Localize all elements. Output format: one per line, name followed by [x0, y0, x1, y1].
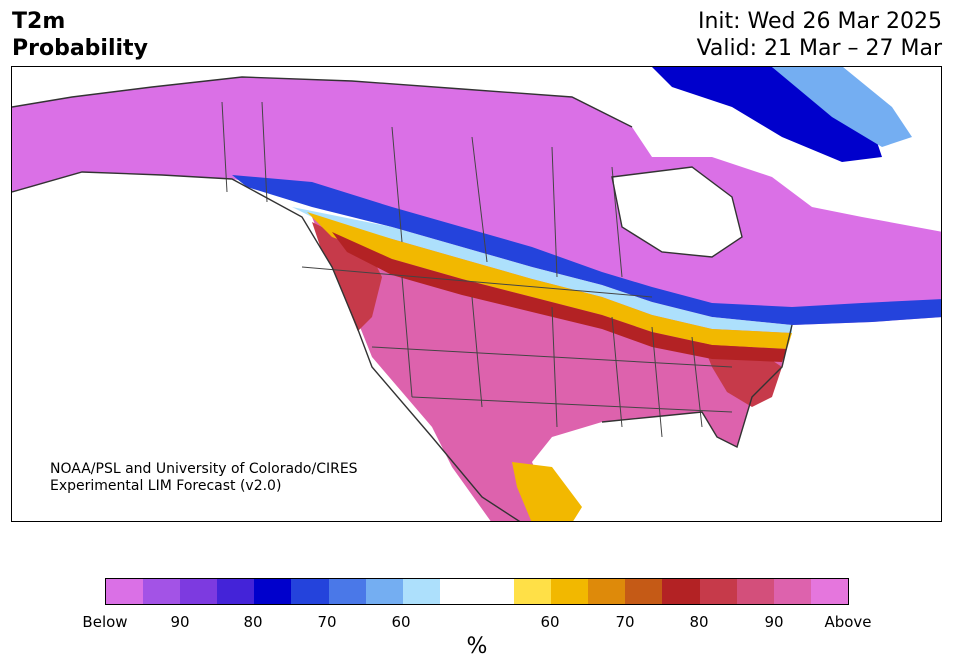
- init-date: Init: Wed 26 Mar 2025: [697, 9, 942, 34]
- colorbar-segment: [476, 579, 515, 604]
- colorbar-segment: [106, 579, 144, 604]
- colorbar-segment: [736, 579, 774, 604]
- ocean-gulf: [592, 427, 712, 507]
- colorbar-tick-label: 60: [540, 613, 560, 631]
- above-band-strong: [332, 232, 787, 362]
- land-north: [12, 77, 941, 325]
- title-variable: T2m: [12, 9, 66, 34]
- colorbar-tick-label: 80: [243, 613, 263, 631]
- colorbar-segment: [588, 579, 626, 604]
- colorbar-tick-label: 60: [391, 613, 411, 631]
- mexico-above: [512, 462, 582, 521]
- colorbar-tick-label: Below: [82, 613, 128, 631]
- colorbar-segment: [773, 579, 811, 604]
- colorbar-segment: [143, 579, 181, 604]
- colorbar-segment: [402, 579, 440, 604]
- ocean-pacific: [12, 207, 481, 521]
- credit-text: NOAA/PSL and University of Colorado/CIRE…: [50, 461, 358, 495]
- colorbar-segment: [254, 579, 292, 604]
- colorbar-segment: [662, 579, 700, 604]
- valid-range: Valid: 21 Mar – 27 Mar: [696, 36, 942, 61]
- below-band: [232, 175, 941, 325]
- colorbar-segment: [291, 579, 329, 604]
- colorbar-segment: [217, 579, 255, 604]
- colorbar-segment: [439, 579, 477, 604]
- map-title: T2m Probability: [12, 8, 148, 62]
- below-band-light: [292, 207, 792, 333]
- above-band: [307, 212, 792, 349]
- coastlines: [12, 76, 793, 521]
- credit-line-1: NOAA/PSL and University of Colorado/CIRE…: [50, 461, 358, 477]
- colorbar-tick-label: 80: [689, 613, 709, 631]
- greenland-light: [772, 67, 912, 147]
- colorbar-tick-label: 90: [170, 613, 190, 631]
- colorbar-segment: [810, 579, 848, 604]
- colorbar-segment: [365, 579, 403, 604]
- colorbar-segment: [699, 579, 737, 604]
- ocean-hudson-bay: [612, 167, 742, 257]
- colorbar: [105, 578, 849, 605]
- probability-map: NOAA/PSL and University of Colorado/CIRE…: [11, 66, 942, 522]
- land-south: [312, 217, 792, 521]
- colorbar-tick-label: 70: [615, 613, 635, 631]
- colorbar-segment: [625, 579, 663, 604]
- ocean-atlantic: [752, 327, 941, 521]
- colorbar-tick-label: 70: [317, 613, 337, 631]
- forecast-dates: Init: Wed 26 Mar 2025 Valid: 21 Mar – 27…: [697, 8, 942, 62]
- credit-line-2: Experimental LIM Forecast (v2.0): [50, 478, 282, 494]
- borders: [221, 101, 733, 438]
- map-canvas: [12, 67, 941, 521]
- colorbar-segment: [551, 579, 589, 604]
- colorbar-segment: [180, 579, 218, 604]
- title-subtitle: Probability: [12, 36, 148, 61]
- colorbar-segment: [514, 579, 552, 604]
- greenland-below: [652, 67, 882, 162]
- colorbar-tick-label: 90: [764, 613, 784, 631]
- colorbar-unit: %: [466, 634, 488, 659]
- colorbar-tick-label: Above: [824, 613, 872, 631]
- colorbar-segment: [328, 579, 366, 604]
